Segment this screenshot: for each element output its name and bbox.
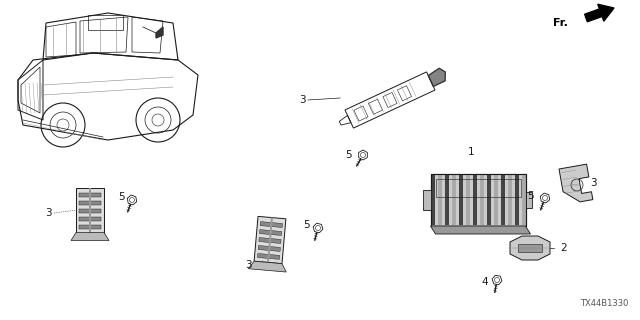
Polygon shape <box>267 218 273 262</box>
FancyArrow shape <box>585 4 614 22</box>
Polygon shape <box>525 192 531 208</box>
Text: 5: 5 <box>527 191 534 201</box>
Polygon shape <box>510 236 550 260</box>
Bar <box>458 175 463 225</box>
Polygon shape <box>260 222 282 228</box>
Polygon shape <box>248 261 286 272</box>
Bar <box>479 175 483 225</box>
Text: 1: 1 <box>468 147 475 157</box>
Bar <box>522 175 525 225</box>
Text: 4: 4 <box>481 277 488 287</box>
Bar <box>445 175 449 225</box>
Polygon shape <box>71 233 109 241</box>
Text: 3: 3 <box>245 260 252 270</box>
Polygon shape <box>259 237 281 244</box>
Polygon shape <box>79 225 101 228</box>
Text: 5: 5 <box>303 220 310 230</box>
Polygon shape <box>260 229 282 236</box>
Polygon shape <box>79 209 101 212</box>
Text: 3: 3 <box>299 95 306 105</box>
Text: 2: 2 <box>560 243 566 253</box>
Polygon shape <box>431 226 531 234</box>
Bar <box>508 175 511 225</box>
Text: Fr.: Fr. <box>553 18 568 28</box>
Text: 3: 3 <box>45 208 52 218</box>
Polygon shape <box>559 164 593 202</box>
Bar <box>472 175 477 225</box>
Polygon shape <box>79 201 101 204</box>
Bar <box>500 175 504 225</box>
Bar <box>88 15 123 30</box>
Bar <box>515 175 518 225</box>
Polygon shape <box>254 216 286 264</box>
Polygon shape <box>258 245 280 252</box>
Bar <box>465 175 470 225</box>
Text: TX44B1330: TX44B1330 <box>580 299 628 308</box>
Bar <box>493 175 497 225</box>
Bar <box>451 175 456 225</box>
Polygon shape <box>76 188 104 233</box>
Bar <box>435 179 520 197</box>
Text: 5: 5 <box>345 150 351 160</box>
Bar <box>486 175 490 225</box>
Polygon shape <box>518 244 542 252</box>
Polygon shape <box>257 253 280 260</box>
Polygon shape <box>422 190 431 210</box>
Polygon shape <box>89 188 91 233</box>
Bar <box>431 175 435 225</box>
Polygon shape <box>79 217 101 220</box>
Text: 3: 3 <box>590 178 596 188</box>
Polygon shape <box>428 68 445 86</box>
Polygon shape <box>156 27 163 38</box>
Polygon shape <box>431 174 525 226</box>
Bar <box>438 175 442 225</box>
Polygon shape <box>79 193 101 196</box>
Text: 5: 5 <box>118 192 125 202</box>
